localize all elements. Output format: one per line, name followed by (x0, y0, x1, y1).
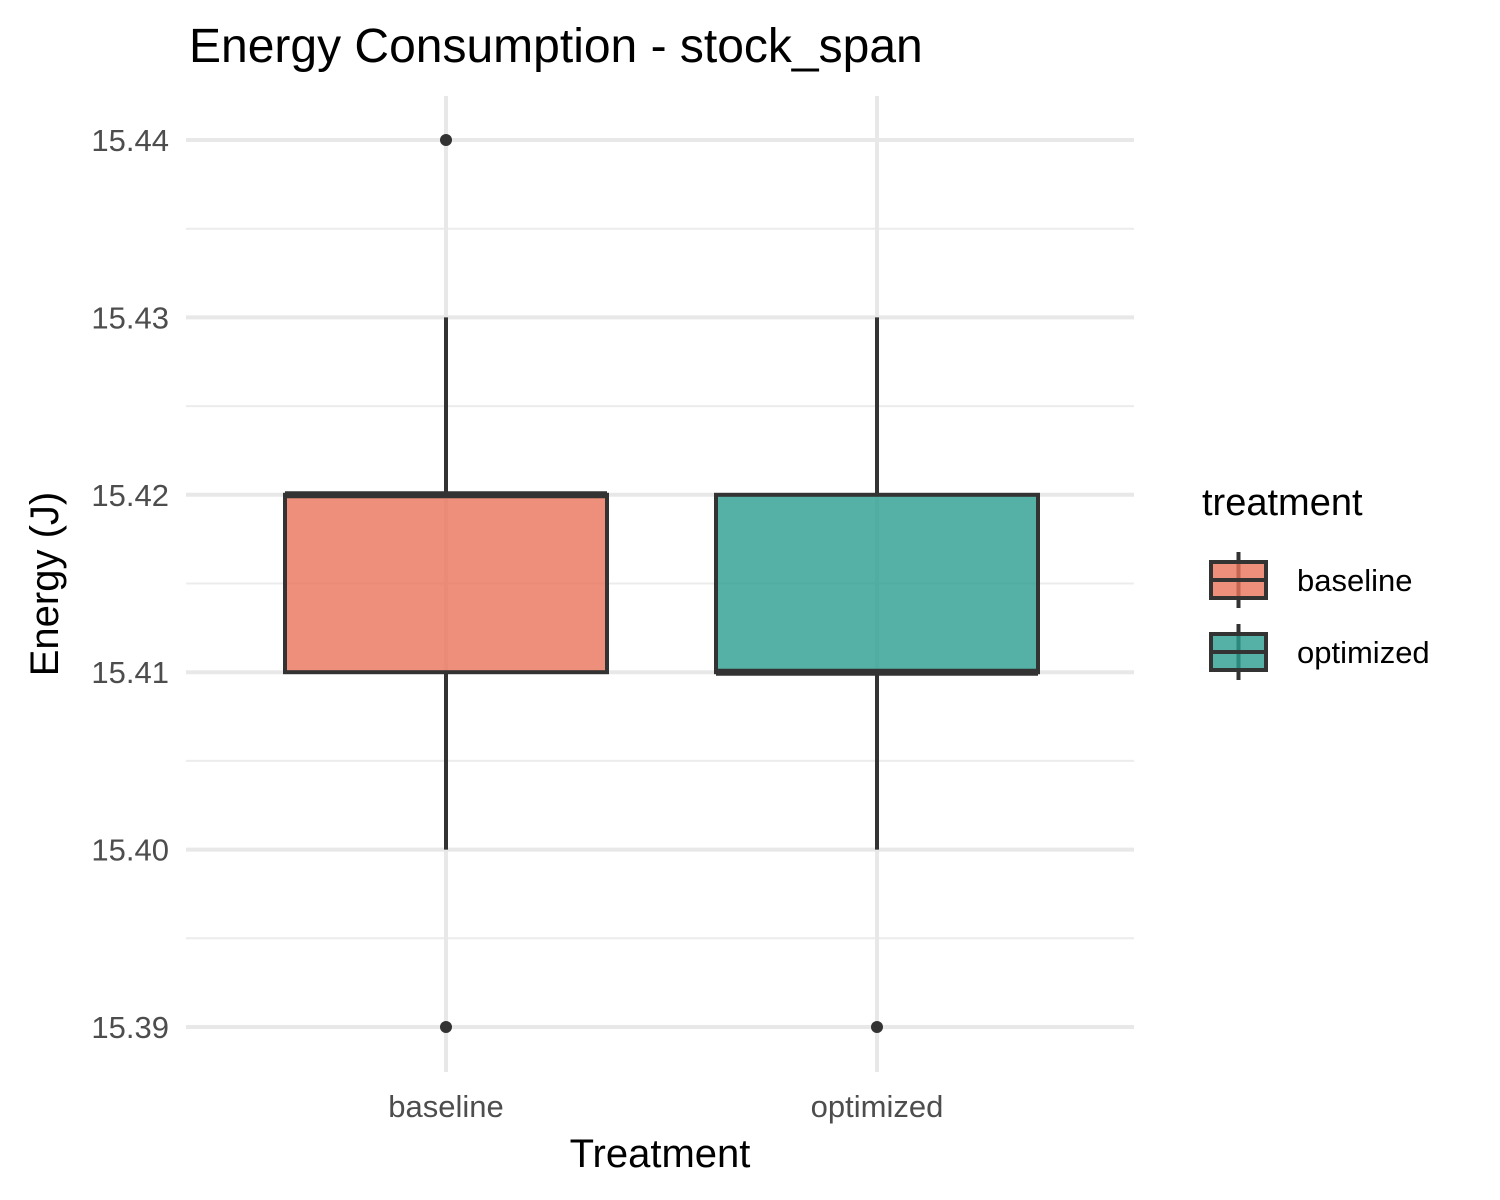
y-tick-label: 15.42 (91, 478, 169, 513)
outlier-point (871, 1021, 883, 1033)
legend: treatment baseline optimized (1202, 482, 1430, 680)
box-baseline (283, 134, 609, 1033)
y-tick-label: 15.43 (91, 300, 169, 335)
legend-label: optimized (1297, 635, 1430, 670)
legend-label: baseline (1297, 563, 1412, 598)
chart-title: Energy Consumption - stock_span (189, 20, 923, 73)
x-axis-tick-labels: baseline optimized (388, 1089, 943, 1124)
y-axis-tick-labels: 15.39 15.40 15.41 15.42 15.43 15.44 (91, 123, 169, 1045)
legend-item-optimized: optimized (1209, 624, 1430, 680)
y-tick-label: 15.41 (91, 655, 169, 690)
y-tick-label: 15.44 (91, 123, 169, 158)
y-tick-label: 15.40 (91, 833, 169, 868)
box-body (283, 492, 609, 675)
x-tick-label: optimized (811, 1089, 944, 1124)
outlier-point (440, 1021, 452, 1033)
legend-title: treatment (1202, 482, 1363, 524)
y-axis-title: Energy (J) (23, 492, 67, 677)
legend-item-baseline: baseline (1209, 552, 1412, 608)
box-body (714, 492, 1040, 675)
outlier-point (440, 134, 452, 146)
box-series (283, 134, 1040, 1033)
y-tick-label: 15.39 (91, 1010, 169, 1045)
box-optimized (714, 317, 1040, 1033)
x-axis-title: Treatment (570, 1132, 751, 1176)
x-tick-label: baseline (388, 1089, 503, 1124)
